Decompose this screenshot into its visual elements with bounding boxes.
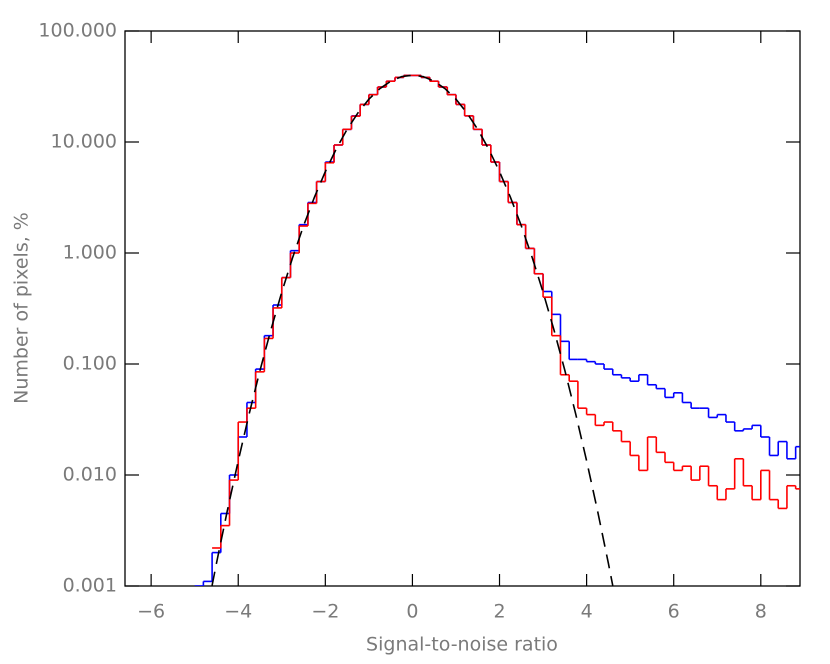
y-tick-label: 10.000 <box>51 131 117 153</box>
y-tick-label: 100.000 <box>38 20 117 42</box>
plot-area <box>194 74 800 586</box>
y-tick-label: 1.000 <box>63 242 117 264</box>
x-tick-label: 4 <box>581 601 593 623</box>
x-tick-label: 0 <box>406 601 418 623</box>
plot-frame <box>124 30 801 587</box>
y-tick-label: 0.001 <box>63 575 117 597</box>
y-tick-label: 0.010 <box>63 464 117 486</box>
x-tick-label: 8 <box>755 601 767 623</box>
fit-curve <box>211 74 614 586</box>
x-tick-label: −6 <box>137 601 165 623</box>
x-tick-label: −4 <box>224 601 252 623</box>
x-tick-label: 6 <box>668 601 680 623</box>
y-tick-label: 0.100 <box>63 353 117 375</box>
x-axis-label: Signal-to-noise ratio <box>366 634 558 656</box>
y-axis-label: Number of pixels, % <box>11 212 33 404</box>
x-tick-label: 2 <box>493 601 505 623</box>
x-tick-label: −2 <box>311 601 339 623</box>
